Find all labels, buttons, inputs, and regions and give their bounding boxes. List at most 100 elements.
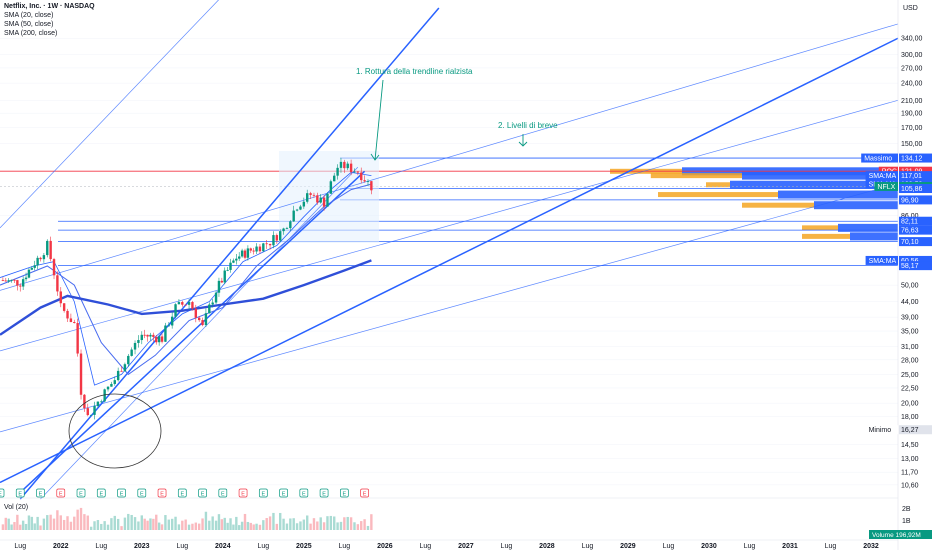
- legend-sma20[interactable]: SMA (20, close): [4, 12, 54, 19]
- candle-body: [262, 243, 265, 252]
- candle-body: [46, 240, 49, 256]
- price-label-bg: [899, 225, 932, 235]
- earnings-marker: E: [76, 488, 86, 498]
- candle-body: [326, 193, 329, 207]
- candle-body: [329, 181, 333, 194]
- time-axis: Lug 2022 Lug 2023 Lug 2024 Lug 2025 Lug 2026 Lug 20…: [0, 539, 898, 550]
- candle-body: [130, 349, 133, 356]
- candle-body: [152, 334, 155, 337]
- earnings-marker-box: [56, 488, 66, 498]
- price-tick: 39,00: [901, 315, 919, 322]
- candle-body: [133, 342, 137, 350]
- volume-legend: Vol (20): [4, 504, 29, 511]
- earnings-marker-label: E: [140, 492, 144, 498]
- candle-body: [346, 163, 349, 169]
- candle-body: [21, 279, 25, 287]
- volume-bar: [187, 524, 191, 530]
- profile-bar-blue: [730, 180, 898, 189]
- earnings-marker-box: [157, 488, 167, 498]
- price-label-value: 70,10: [901, 239, 919, 246]
- price-label-bg: [899, 255, 932, 265]
- earnings-markers: EEEEEEEEEEEEEEEEEEE: [0, 488, 369, 498]
- time-tick: 2030: [701, 543, 717, 550]
- earnings-marker-box: [339, 488, 349, 498]
- earnings-marker: E: [218, 488, 228, 498]
- time-tick: 2028: [539, 543, 555, 550]
- legend-sma200[interactable]: SMA (200, close): [4, 30, 58, 37]
- volume-bar: [211, 516, 214, 530]
- legend-sma50[interactable]: SMA (50, close): [4, 21, 54, 28]
- price-label-value: 58,17: [901, 263, 919, 270]
- candle-body: [292, 210, 295, 222]
- volume-bar: [214, 520, 218, 530]
- candle-body: [339, 161, 343, 168]
- candle-body: [322, 197, 326, 207]
- price-label-tag: Massimo: [864, 156, 892, 163]
- earnings-marker-label: E: [201, 492, 205, 498]
- chart-title: Netflix, Inc. · 1W · NASDAQ: [4, 3, 95, 10]
- price-tick: 210,00: [901, 98, 923, 105]
- trendline: [19, 170, 366, 493]
- volume-bar: [33, 523, 36, 530]
- volume-bar: [285, 523, 289, 530]
- earnings-marker: E: [238, 488, 248, 498]
- time-tick: Lug: [663, 543, 675, 550]
- volume-bar: [249, 522, 252, 530]
- price-label-tag-bg: [865, 425, 898, 435]
- volume-bar: [255, 523, 258, 530]
- time-tick: Lug: [14, 543, 26, 550]
- volume-bar: [19, 524, 22, 530]
- volume-bar: [265, 518, 268, 530]
- candle-body: [76, 323, 79, 354]
- candle-body: [39, 257, 42, 260]
- time-tick: 2022: [53, 543, 69, 550]
- time-tick: 2031: [782, 543, 798, 550]
- time-tick: Lug: [339, 543, 351, 550]
- price-label-bg: [899, 171, 932, 181]
- volume-bar: [76, 509, 79, 530]
- candle-body: [123, 364, 127, 372]
- volume-bars: [1, 507, 373, 530]
- volume-bar: [232, 524, 235, 530]
- price-label-value: 16,27: [901, 427, 919, 434]
- volume-bar: [229, 518, 232, 530]
- time-tick: 2025: [296, 543, 312, 550]
- earnings-marker-label: E: [0, 492, 2, 498]
- volume-bar: [240, 521, 244, 530]
- earnings-marker-label: E: [241, 492, 245, 498]
- candle-body: [235, 258, 238, 261]
- volume-bar: [366, 525, 370, 530]
- candle-body: [226, 269, 229, 271]
- sma20-line: [0, 171, 372, 386]
- volume-bar: [106, 524, 110, 530]
- volume-bar: [1, 524, 5, 530]
- price-labels: Massimo134,12POC121,09SMA:MA117,01SMA:MA…: [861, 153, 932, 539]
- earnings-marker-box: [137, 488, 147, 498]
- time-tick: Lug: [257, 543, 269, 550]
- volume-bar: [93, 521, 96, 530]
- candle-body: [191, 302, 194, 309]
- price-label-tag-bg: [865, 171, 898, 181]
- candle-body: [268, 243, 272, 246]
- candle-body: [194, 308, 198, 318]
- candle-body: [177, 302, 181, 305]
- time-tick: 2029: [620, 543, 636, 550]
- volume-bar: [83, 514, 86, 530]
- candle-body: [279, 231, 282, 241]
- earnings-marker-label: E: [160, 492, 164, 498]
- price-label-bg: [899, 195, 932, 205]
- candle-body: [69, 318, 73, 323]
- trendline: [0, 99, 899, 352]
- candle-body: [201, 320, 204, 326]
- candle-body: [7, 280, 10, 282]
- volume-bar: [272, 512, 275, 530]
- volume-bar: [21, 520, 25, 530]
- earnings-marker-box: [15, 488, 25, 498]
- candle-body: [229, 262, 232, 270]
- volume-bar: [79, 507, 83, 530]
- candle-body: [272, 235, 275, 246]
- candle-body: [249, 248, 252, 251]
- time-tick: Lug: [582, 543, 594, 550]
- candle-body: [149, 334, 152, 337]
